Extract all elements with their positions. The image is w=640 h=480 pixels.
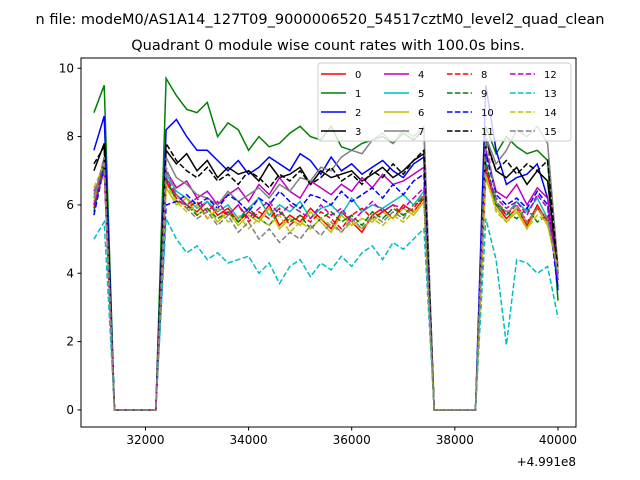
y-tick-label: 0 bbox=[66, 403, 74, 417]
y-tick-label: 6 bbox=[66, 198, 74, 212]
legend-label-15: 15 bbox=[544, 127, 557, 138]
legend-label-4: 4 bbox=[418, 70, 424, 81]
legend-label-2: 2 bbox=[355, 108, 361, 119]
legend-label-11: 11 bbox=[481, 127, 494, 138]
series-line-9 bbox=[93, 160, 559, 411]
series-line-14 bbox=[93, 163, 559, 411]
legend-label-12: 12 bbox=[544, 70, 557, 81]
y-tick-label: 4 bbox=[66, 266, 74, 280]
x-tick-label: 34000 bbox=[229, 433, 267, 447]
series-line-13 bbox=[93, 215, 559, 411]
legend-label-5: 5 bbox=[418, 89, 424, 100]
series-line-12 bbox=[93, 170, 559, 411]
plot-frame bbox=[80, 57, 577, 428]
x-tick-label: 32000 bbox=[126, 433, 164, 447]
legend-label-9: 9 bbox=[481, 89, 487, 100]
x-tick-label: 36000 bbox=[333, 433, 371, 447]
x-offset-label: +4.991e8 bbox=[517, 455, 576, 469]
series-line-15 bbox=[93, 136, 559, 411]
legend-label-8: 8 bbox=[481, 70, 487, 81]
legend-label-1: 1 bbox=[355, 89, 361, 100]
legend-label-13: 13 bbox=[544, 89, 557, 100]
y-tick-label: 2 bbox=[66, 335, 74, 349]
legend-label-7: 7 bbox=[418, 127, 424, 138]
legend-label-14: 14 bbox=[544, 108, 557, 119]
chart-title: Quadrant 0 module wise count rates with … bbox=[131, 38, 525, 54]
x-tick-label: 40000 bbox=[539, 433, 577, 447]
legend-label-6: 6 bbox=[418, 108, 424, 119]
series-line-2 bbox=[93, 85, 559, 411]
legend-label-0: 0 bbox=[355, 70, 361, 81]
x-tick-label: 38000 bbox=[436, 433, 474, 447]
figure-suptitle: n file: modeM0/AS1A14_127T09_9000006520_… bbox=[36, 12, 605, 28]
y-tick-label: 10 bbox=[59, 61, 74, 75]
legend-label-10: 10 bbox=[481, 108, 494, 119]
legend-box bbox=[317, 62, 572, 142]
legend-label-3: 3 bbox=[355, 127, 361, 138]
y-tick-label: 8 bbox=[66, 130, 74, 144]
